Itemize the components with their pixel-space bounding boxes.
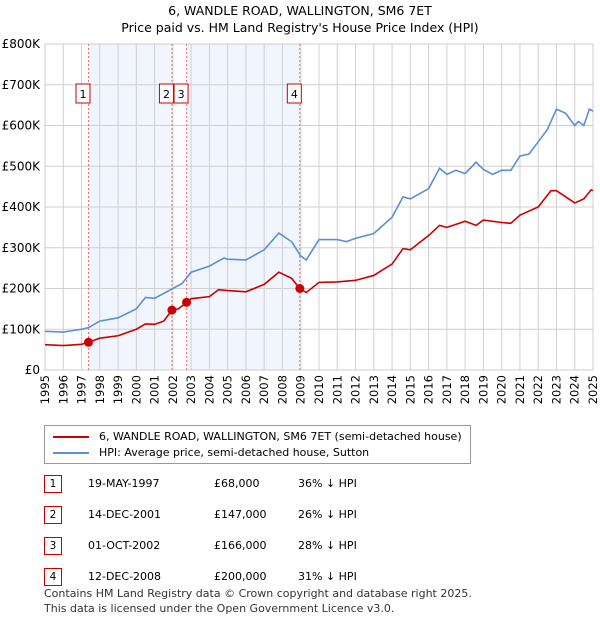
plot-border — [44, 43, 594, 371]
x-tick-label: 2021 — [513, 375, 527, 404]
sale-price: £147,000 — [214, 508, 267, 521]
y-tick-label: £500K — [2, 159, 42, 173]
sale-hpi-diff: 36% ↓ HPI — [298, 477, 357, 490]
x-tick-label: 1996 — [56, 375, 70, 404]
sale-date: 01-OCT-2002 — [88, 539, 161, 552]
legend-label-property: 6, WANDLE ROAD, WALLINGTON, SM6 7ET (sem… — [99, 430, 462, 443]
x-tick-label: 2013 — [367, 375, 381, 404]
y-tick-label: £200K — [2, 282, 42, 296]
x-tick-label: 2005 — [221, 375, 235, 404]
legend-swatch-property — [53, 435, 89, 438]
x-tick-label: 2000 — [129, 375, 143, 404]
sale-price: £166,000 — [214, 539, 267, 552]
x-tick-label: 2017 — [440, 375, 454, 404]
sale-price: £200,000 — [214, 570, 267, 583]
sale-point — [167, 305, 177, 315]
sale-label: 1 — [79, 88, 86, 101]
table-row: 1 19-MAY-1997 £68,000 36% ↓ HPI — [44, 475, 444, 493]
footer-licence: This data is licensed under the Open Gov… — [44, 602, 395, 615]
sale-number-badge: 2 — [44, 506, 62, 524]
sale-point — [295, 284, 305, 293]
series-line — [44, 108, 594, 333]
sale-hpi-diff: 31% ↓ HPI — [298, 570, 357, 583]
x-tick-label: 2015 — [403, 375, 417, 404]
plot-area: 1995 1996 1997 1998 1999 2000 2001 2002 2003 2004… — [2, 37, 600, 404]
series-line — [44, 188, 594, 347]
sale-label-box — [75, 83, 91, 104]
x-tick-label: 2016 — [422, 375, 436, 404]
x-tick-label: 2006 — [239, 375, 253, 404]
x-tick-label: 2009 — [294, 375, 308, 404]
y-tick-label: £400K — [2, 200, 42, 214]
sale-number-badge: 4 — [44, 568, 62, 586]
x-tick-label: 2011 — [330, 375, 344, 404]
sale-hpi-diff: 26% ↓ HPI — [298, 508, 357, 521]
chart-title: 6, WANDLE ROAD, WALLINGTON, SM6 7ET — [168, 3, 432, 18]
sale-date: 19-MAY-1997 — [88, 477, 160, 490]
x-tick-label: 2007 — [257, 375, 271, 404]
y-tick-label: £0 — [25, 363, 40, 377]
legend: 6, WANDLE ROAD, WALLINGTON, SM6 7ET (sem… — [44, 425, 471, 464]
chart-subtitle: Price paid vs. HM Land Registry's House … — [121, 20, 479, 35]
sale-label: 2 — [163, 88, 170, 101]
x-tick-label: 2002 — [166, 375, 180, 404]
y-tick-label: £300K — [2, 241, 42, 255]
x-tick-label: 2018 — [458, 375, 472, 404]
sale-label: 4 — [291, 88, 298, 101]
sale-label: 3 — [178, 88, 185, 101]
sale-date: 12-DEC-2008 — [88, 570, 162, 583]
sale-number-badge: 3 — [44, 537, 62, 555]
x-tick-label: 2022 — [531, 375, 545, 404]
x-tick-label: 2001 — [148, 375, 162, 404]
sale-price: £68,000 — [214, 477, 260, 490]
x-tick-label: 2023 — [549, 375, 563, 404]
sale-point — [83, 337, 93, 347]
x-tick-label: 2008 — [275, 375, 289, 404]
x-tick-label: 2014 — [385, 375, 399, 404]
x-tick-label: 2003 — [184, 375, 198, 404]
sale-label-box — [173, 83, 189, 104]
sale-label-box — [286, 83, 302, 104]
x-tick-label: 1997 — [75, 375, 89, 404]
sale-point — [182, 297, 192, 307]
y-tick-label: £100K — [2, 322, 42, 336]
sale-date: 14-DEC-2001 — [88, 508, 162, 521]
x-tick-label: 2025 — [586, 375, 600, 404]
legend-label-hpi: HPI: Average price, semi-detached house,… — [99, 446, 370, 459]
y-tick-label: £600K — [2, 119, 42, 133]
table-row: 3 01-OCT-2002 £166,000 28% ↓ HPI — [44, 537, 444, 555]
x-tick-label: 1998 — [93, 375, 107, 404]
sale-hpi-diff: 28% ↓ HPI — [298, 539, 357, 552]
x-tick-label: 2020 — [495, 375, 509, 404]
sale-label-box — [158, 83, 174, 104]
x-tick-label: 2004 — [202, 375, 216, 404]
x-tick-label: 1995 — [38, 375, 52, 404]
x-tick-label: 1999 — [111, 375, 125, 404]
x-tick-label: 2019 — [476, 375, 490, 404]
sale-number-badge: 1 — [44, 475, 62, 493]
x-tick-label: 2012 — [349, 375, 363, 404]
footer-copyright: Contains HM Land Registry data © Crown c… — [44, 587, 472, 600]
y-tick-label: £700K — [2, 78, 42, 92]
x-tick-label: 2010 — [312, 375, 326, 404]
table-row: 2 14-DEC-2001 £147,000 26% ↓ HPI — [44, 506, 444, 524]
table-row: 4 12-DEC-2008 £200,000 31% ↓ HPI — [44, 568, 444, 586]
legend-swatch-hpi — [53, 451, 89, 454]
x-tick-label: 2024 — [568, 375, 582, 404]
y-tick-label: £800K — [2, 37, 42, 51]
